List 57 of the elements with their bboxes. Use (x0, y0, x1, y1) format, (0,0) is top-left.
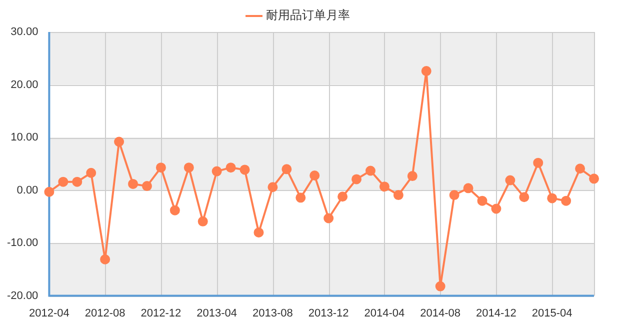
point (561, 196, 572, 206)
point (352, 174, 362, 184)
x-tick-label: 2013-12 (308, 307, 349, 320)
point (505, 175, 516, 186)
point (212, 166, 222, 176)
point (338, 192, 348, 202)
y-tick-label: 0.00 (16, 184, 38, 196)
point (310, 170, 320, 181)
point (100, 254, 110, 264)
point (589, 174, 599, 184)
point (282, 164, 292, 174)
point (449, 190, 460, 200)
point (268, 182, 278, 192)
point (575, 164, 586, 174)
point (421, 66, 432, 76)
point (324, 213, 334, 224)
point (477, 196, 488, 206)
y-tick-label: 20.00 (10, 78, 38, 91)
x-tick-label: 2015-04 (532, 307, 572, 320)
point (254, 227, 264, 238)
y-tick-label: 10.00 (10, 132, 38, 144)
legend-label: 耐用品订单月率 (266, 8, 350, 22)
point (86, 168, 96, 178)
x-tick-label: 2012-12 (140, 307, 182, 320)
point (393, 190, 404, 200)
point (547, 193, 558, 204)
point (379, 182, 390, 192)
point (240, 164, 250, 175)
point (58, 176, 68, 187)
point (226, 162, 236, 173)
x-tick-label: 2013-08 (252, 307, 293, 320)
point (170, 205, 180, 216)
x-tick-label: 2012-04 (29, 307, 70, 320)
point (365, 166, 376, 176)
x-tick-label: 2012-08 (84, 307, 126, 320)
point (142, 181, 152, 192)
point (114, 136, 124, 147)
point (296, 192, 306, 203)
point (435, 281, 446, 292)
x-tick-label: 2014-08 (420, 307, 461, 320)
point (463, 183, 474, 194)
x-tick-label: 2014-04 (364, 307, 405, 320)
point (198, 216, 208, 226)
point (519, 192, 530, 202)
y-tick-label: -10.00 (6, 237, 38, 250)
point (533, 158, 544, 168)
x-tick-label: 2013-04 (196, 307, 238, 320)
point (184, 162, 194, 173)
point (128, 178, 138, 189)
y-tick-label: -20.00 (6, 290, 38, 302)
point (72, 176, 82, 187)
y-tick-label: 30.00 (10, 26, 38, 38)
point (407, 171, 418, 182)
point (491, 204, 502, 214)
point (44, 186, 54, 197)
x-tick-label: 2014-12 (476, 307, 516, 320)
point (156, 162, 166, 173)
